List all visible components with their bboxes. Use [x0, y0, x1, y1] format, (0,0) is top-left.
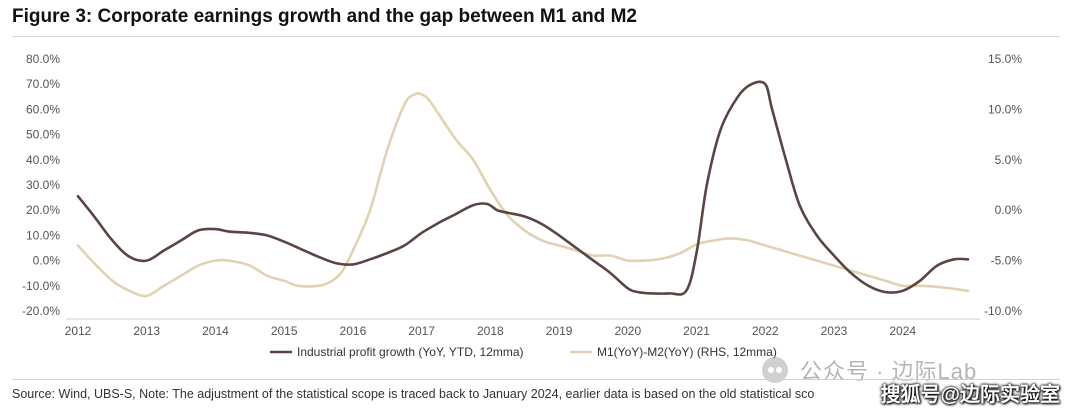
right-y-tick-label: 15.0% — [988, 52, 1022, 66]
m1-m2-gap-series-line — [76, 92, 970, 298]
left-y-tick-label: 50.0% — [26, 128, 60, 142]
right-y-tick-label: -5.0% — [991, 254, 1023, 268]
left-y-tick-label: 30.0% — [26, 178, 60, 192]
x-tick-label: 2022 — [752, 324, 779, 338]
left-y-tick-label: 70.0% — [26, 77, 60, 91]
x-tick-label: 2014 — [202, 324, 229, 338]
series-lines — [76, 80, 970, 298]
title-divider — [12, 36, 1060, 37]
x-tick-label: 2021 — [683, 324, 710, 338]
left-y-tick-label: -10.0% — [22, 279, 60, 293]
right-y-tick-label: 10.0% — [988, 102, 1022, 116]
x-tick-label: 2018 — [477, 324, 504, 338]
right-y-tick-label: 5.0% — [995, 153, 1023, 167]
x-tick-label: 2019 — [546, 324, 573, 338]
x-tick-label: 2023 — [821, 324, 848, 338]
left-y-tick-label: -20.0% — [22, 304, 60, 318]
legend-item-industrial-profit: Industrial profit growth (YoY, YTD, 12mm… — [297, 345, 524, 359]
x-tick-label: 2020 — [614, 324, 641, 338]
left-y-tick-label: 80.0% — [26, 52, 60, 66]
left-y-tick-label: 60.0% — [26, 102, 60, 116]
watermark-stamp: 搜狐号@边际实验室 — [880, 384, 1060, 406]
x-tick-label: 2015 — [271, 324, 298, 338]
left-axis-labels: 80.0% 70.0% 60.0% 50.0% 40.0% 30.0% 20.0% 10.0%… — [22, 52, 60, 318]
chart-legend: Industrial profit growth (YoY, YTD, 12mm… — [270, 345, 777, 359]
wechat-logo-icon — [762, 357, 788, 383]
left-y-tick-label: 40.0% — [26, 153, 60, 167]
figure-title: Figure 3: Corporate earnings growth and … — [12, 6, 637, 27]
source-divider — [12, 379, 1060, 380]
left-y-tick-label: 0.0% — [33, 254, 61, 268]
x-tick-label: 2024 — [889, 324, 916, 338]
left-y-tick-label: 20.0% — [26, 203, 60, 217]
legend-item-m1-m2: M1(YoY)-M2(YoY) (RHS, 12mma) — [597, 345, 777, 359]
left-y-tick-label: 10.0% — [26, 228, 60, 242]
x-tick-label: 2016 — [340, 324, 367, 338]
x-tick-label: 2012 — [65, 324, 92, 338]
x-tick-label: 2017 — [408, 324, 435, 338]
industrial-profit-series-line — [76, 80, 970, 296]
right-axis-labels: 15.0% 10.0% 5.0% 0.0% -5.0% -10.0% — [984, 52, 1022, 318]
right-y-tick-label: 0.0% — [995, 203, 1023, 217]
right-y-tick-label: -10.0% — [984, 304, 1022, 318]
x-tick-label: 2013 — [133, 324, 160, 338]
source-note: Source: Wind, UBS-S, Note: The adjustmen… — [12, 387, 815, 401]
x-axis-labels: 2012 2013 2014 2015 2016 2017 2018 2019 2020 2021… — [65, 324, 917, 338]
